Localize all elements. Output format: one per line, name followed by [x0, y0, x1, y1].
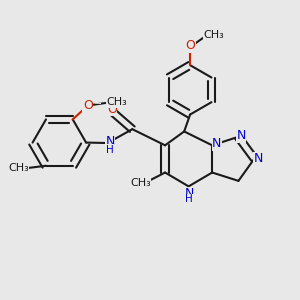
Text: CH₃: CH₃ [106, 98, 127, 107]
Text: N: N [254, 152, 263, 165]
Text: H: H [106, 145, 114, 154]
Text: methoxy: methoxy [94, 103, 100, 104]
Text: CH₃: CH₃ [130, 178, 151, 188]
Text: N: N [236, 129, 246, 142]
Text: methoxy: methoxy [107, 101, 113, 102]
Text: methyl: methyl [112, 102, 116, 104]
Text: N: N [184, 187, 194, 200]
Text: CH₃: CH₃ [203, 30, 224, 40]
Text: CH₃: CH₃ [8, 163, 29, 173]
Text: N: N [212, 137, 222, 150]
Text: O: O [107, 103, 117, 116]
Text: H: H [185, 194, 193, 204]
Text: O: O [185, 39, 195, 52]
Text: N: N [105, 135, 115, 148]
Text: methoxy: methoxy [107, 100, 113, 101]
Text: O: O [83, 99, 93, 112]
